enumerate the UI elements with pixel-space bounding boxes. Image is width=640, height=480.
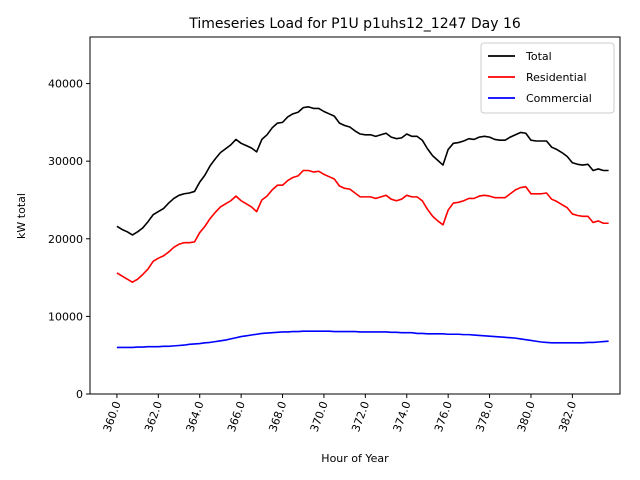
legend-label-commercial: Commercial (526, 92, 592, 105)
chart-title: Timeseries Load for P1U p1uhs12_1247 Day… (188, 16, 521, 32)
y-tick-label: 20000 (48, 233, 83, 246)
y-tick-label: 0 (76, 388, 83, 401)
y-tick-label: 30000 (48, 155, 83, 168)
legend-label-residential: Residential (526, 71, 587, 84)
y-tick-label: 10000 (48, 310, 83, 323)
x-axis-label: Hour of Year (321, 452, 389, 465)
plot-area (116, 106, 609, 349)
series-line-total (116, 106, 609, 236)
y-axis-label: kW total (15, 193, 28, 239)
legend-label-total: Total (525, 50, 552, 63)
legend-box (480, 42, 615, 114)
axes-frame (89, 36, 621, 395)
legend: Total Residential Commercial (480, 42, 615, 114)
series-line-residential (116, 169, 609, 284)
series-line-commercial (116, 330, 609, 349)
y-tick-label: 40000 (48, 78, 83, 91)
